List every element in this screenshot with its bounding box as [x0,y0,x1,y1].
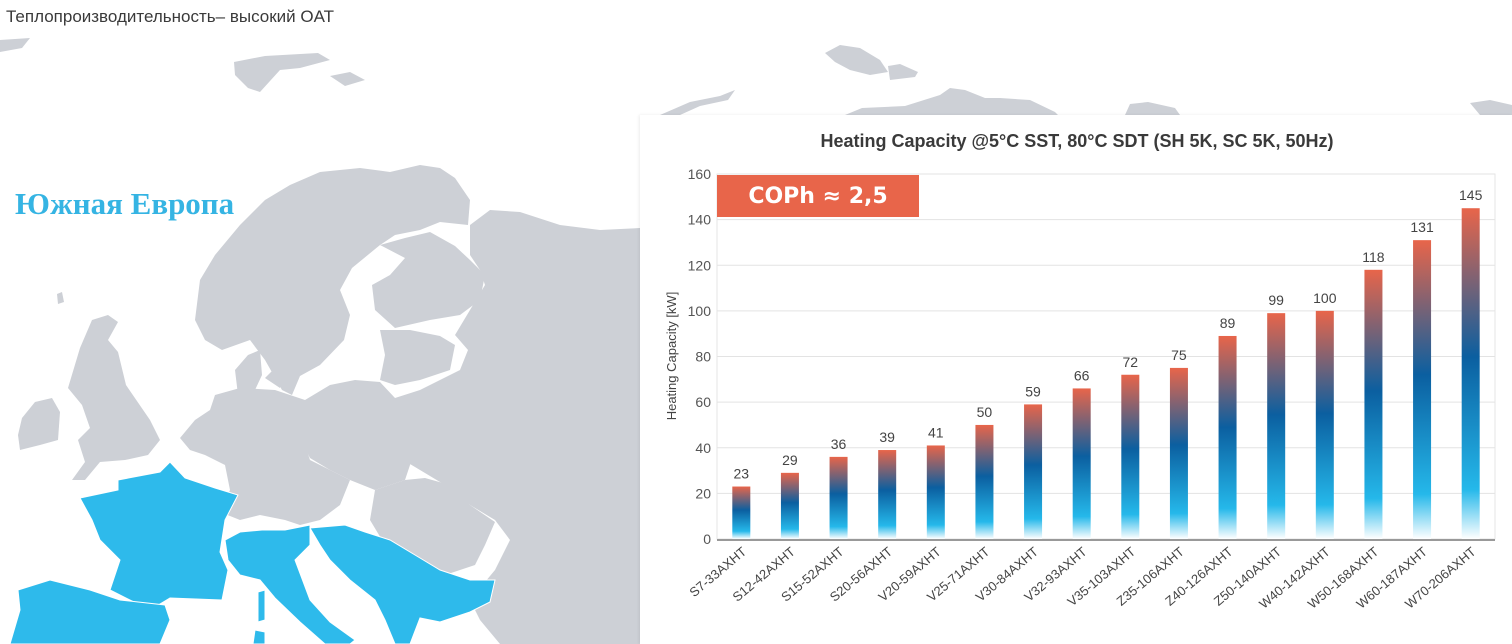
bar-value-label: 118 [1362,249,1385,265]
bar-value-label: 100 [1313,290,1337,306]
bar-value-label: 75 [1171,347,1187,363]
bar-value-label: 99 [1268,292,1284,308]
y-tick-label: 80 [695,349,711,365]
y-tick-label: 160 [688,166,712,182]
bar-value-label: 50 [977,404,993,420]
bar-value-label: 41 [928,424,944,440]
bar-value-label: 36 [831,436,847,452]
bar-value-label: 29 [782,452,798,468]
bar-value-label: 39 [879,429,895,445]
bar [1072,388,1091,539]
bar [1169,367,1188,539]
heating-capacity-chart: Heating Capacity @5°C SST, 80°C SDT (SH … [664,131,1496,611]
y-tick-label: 40 [695,440,711,456]
bar-value-label: 59 [1025,383,1041,399]
bar [732,486,751,539]
bar [1267,313,1286,539]
page-title: Теплопроизводительность– высокий OAT [6,7,335,26]
y-tick-label: 140 [688,212,712,228]
y-tick-label: 60 [695,394,711,410]
map-south-europe-highlight [9,461,496,644]
bar [780,472,799,539]
y-tick-label: 120 [688,257,712,273]
y-tick-label: 0 [703,531,711,547]
bar [829,456,848,539]
bar [1413,240,1432,539]
y-tick-label: 100 [688,303,712,319]
coph-badge: COPh ≈ 2,5 [717,175,919,217]
bar [1364,269,1383,539]
bar [1218,335,1237,539]
y-axis-label: Heating Capacity [kW] [664,292,679,421]
bar-value-label: 89 [1220,315,1236,331]
bar [975,424,994,539]
bar-value-label: 131 [1410,219,1434,235]
chart-title: Heating Capacity @5°C SST, 80°C SDT (SH … [820,131,1333,151]
bar [926,445,945,539]
bar [1121,374,1140,539]
bar [1315,310,1334,539]
bar [1024,404,1043,539]
bar [878,450,897,539]
bar-value-label: 145 [1459,187,1483,203]
region-title: Южная Европа [15,186,235,221]
y-tick-label: 20 [695,485,711,501]
bar [1461,208,1480,539]
map-land-gray [0,38,1512,644]
bar-value-label: 23 [734,466,750,482]
bar-value-label: 72 [1123,354,1139,370]
bar-value-label: 66 [1074,367,1090,383]
